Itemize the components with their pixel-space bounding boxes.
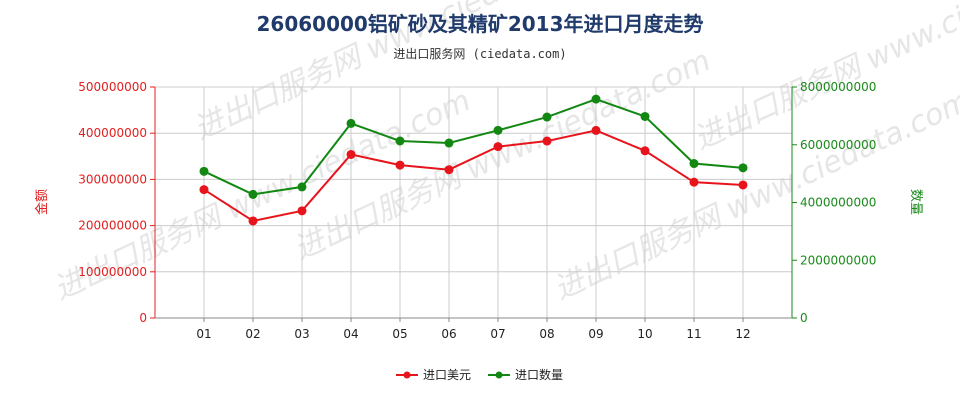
- data-point-series-2: [542, 112, 552, 122]
- data-point-series-2: [591, 94, 601, 104]
- right-axis-label: 数量: [908, 189, 923, 215]
- x-tick-label: 11: [686, 327, 701, 341]
- x-tick-label: 04: [343, 327, 358, 341]
- data-point-series-1: [297, 206, 307, 216]
- x-tick-label: 08: [539, 327, 554, 341]
- data-point-series-2: [248, 189, 258, 199]
- legend: 进口美元 进口数量: [396, 367, 563, 382]
- x-axis-ticks: 01 02 03 04 05 06 07 08 09 10 11 12: [196, 318, 751, 341]
- data-point-series-2: [738, 163, 748, 173]
- right-tick-label: 0: [800, 311, 808, 325]
- data-point-series-2: [346, 118, 356, 128]
- left-tick-label: 500000000: [78, 80, 147, 94]
- legend-label: 进口美元: [423, 368, 471, 382]
- data-point-series-2: [199, 166, 209, 176]
- left-axis-label: 金额: [34, 189, 50, 215]
- left-axis-ticks: 0 100000000 200000000 300000000 400000000 500…: [78, 80, 155, 325]
- left-tick-label: 0: [139, 311, 147, 325]
- x-tick-label: 05: [392, 327, 407, 341]
- x-tick-label: 03: [294, 327, 309, 341]
- data-point-series-2: [689, 159, 699, 169]
- data-point-series-2: [297, 182, 307, 192]
- left-tick-label: 100000000: [78, 265, 147, 279]
- x-tick-label: 06: [441, 327, 456, 341]
- data-point-series-1: [591, 125, 601, 135]
- chart-title: 26060000铝矿砂及其精矿2013年进口月度走势: [257, 12, 704, 36]
- data-point-series-1: [395, 160, 405, 170]
- data-point-series-2: [493, 125, 503, 135]
- chart-subtitle: 进出口服务网 (ciedata.com): [393, 46, 566, 61]
- data-point-series-2: [640, 111, 650, 121]
- data-point-series-1: [199, 185, 209, 195]
- data-point-series-1: [640, 146, 650, 156]
- x-tick-label: 09: [588, 327, 603, 341]
- right-tick-label: 4000000000: [800, 196, 876, 210]
- right-tick-label: 8000000000: [800, 80, 876, 94]
- legend-label: 进口数量: [515, 367, 563, 382]
- series-line-2: [203, 98, 744, 196]
- series: [199, 94, 748, 226]
- series-line-1: [203, 129, 744, 223]
- data-point-series-1: [248, 216, 258, 226]
- left-tick-label: 400000000: [78, 126, 147, 140]
- left-tick-label: 300000000: [78, 172, 147, 186]
- x-tick-label: 07: [490, 327, 505, 341]
- x-tick-label: 01: [196, 327, 211, 341]
- data-point-series-1: [689, 177, 699, 187]
- legend-swatch-marker: [403, 371, 411, 379]
- right-tick-label: 6000000000: [800, 138, 876, 152]
- data-point-series-1: [493, 142, 503, 152]
- data-point-series-1: [542, 136, 552, 146]
- data-point-series-1: [738, 180, 748, 190]
- x-tick-label: 12: [735, 327, 750, 341]
- right-tick-label: 2000000000: [800, 253, 876, 267]
- x-tick-label: 10: [637, 327, 652, 341]
- data-point-series-2: [444, 138, 454, 148]
- data-point-series-1: [444, 165, 454, 175]
- left-tick-label: 200000000: [78, 219, 147, 233]
- data-point-series-1: [346, 149, 356, 159]
- right-axis-ticks: 0 2000000000 4000000000 6000000000 800000000…: [792, 80, 876, 325]
- x-tick-label: 02: [245, 327, 260, 341]
- data-point-series-2: [395, 136, 405, 146]
- legend-swatch-marker: [495, 371, 503, 379]
